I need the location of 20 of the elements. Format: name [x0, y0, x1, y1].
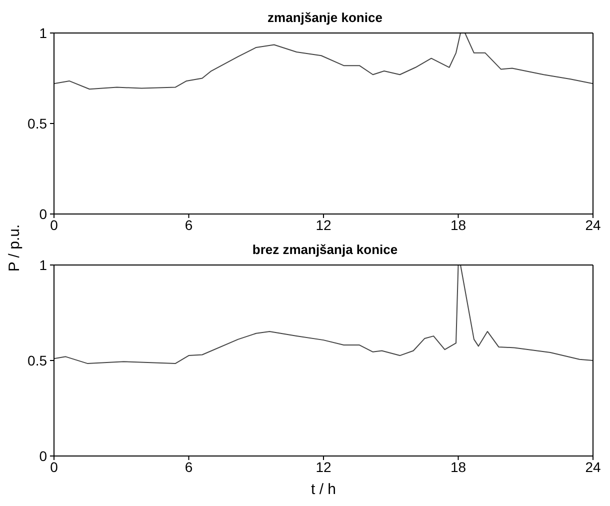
x-tick-label: 12 — [316, 216, 332, 233]
x-tick-label: 24 — [585, 216, 601, 233]
x-tick-label: 0 — [50, 458, 58, 475]
y-tick-label: 0.5 — [28, 115, 48, 132]
chart-title: brez zmanjšanja konice — [252, 242, 398, 257]
x-tick-label: 18 — [450, 216, 466, 233]
x-tick-label: 12 — [316, 458, 332, 475]
x-tick-label: 6 — [184, 458, 193, 475]
y-tick-label: 0.5 — [28, 352, 48, 368]
y-axis-title: P / p.u. — [6, 224, 23, 272]
y-tick-label: 1 — [39, 24, 48, 41]
x-tick-label: 24 — [585, 458, 601, 475]
chart-title: zmanjšanje konice — [266, 10, 384, 25]
x-tick-label: 18 — [450, 458, 466, 475]
y-tick-label: 1 — [39, 256, 48, 273]
y-tick-label: 0 — [39, 448, 48, 464]
y-tick-label: 0 — [39, 206, 48, 222]
x-axis-title: t / h — [310, 481, 336, 498]
x-tick-label: 0 — [50, 216, 58, 233]
x-tick-label: 6 — [184, 216, 193, 233]
